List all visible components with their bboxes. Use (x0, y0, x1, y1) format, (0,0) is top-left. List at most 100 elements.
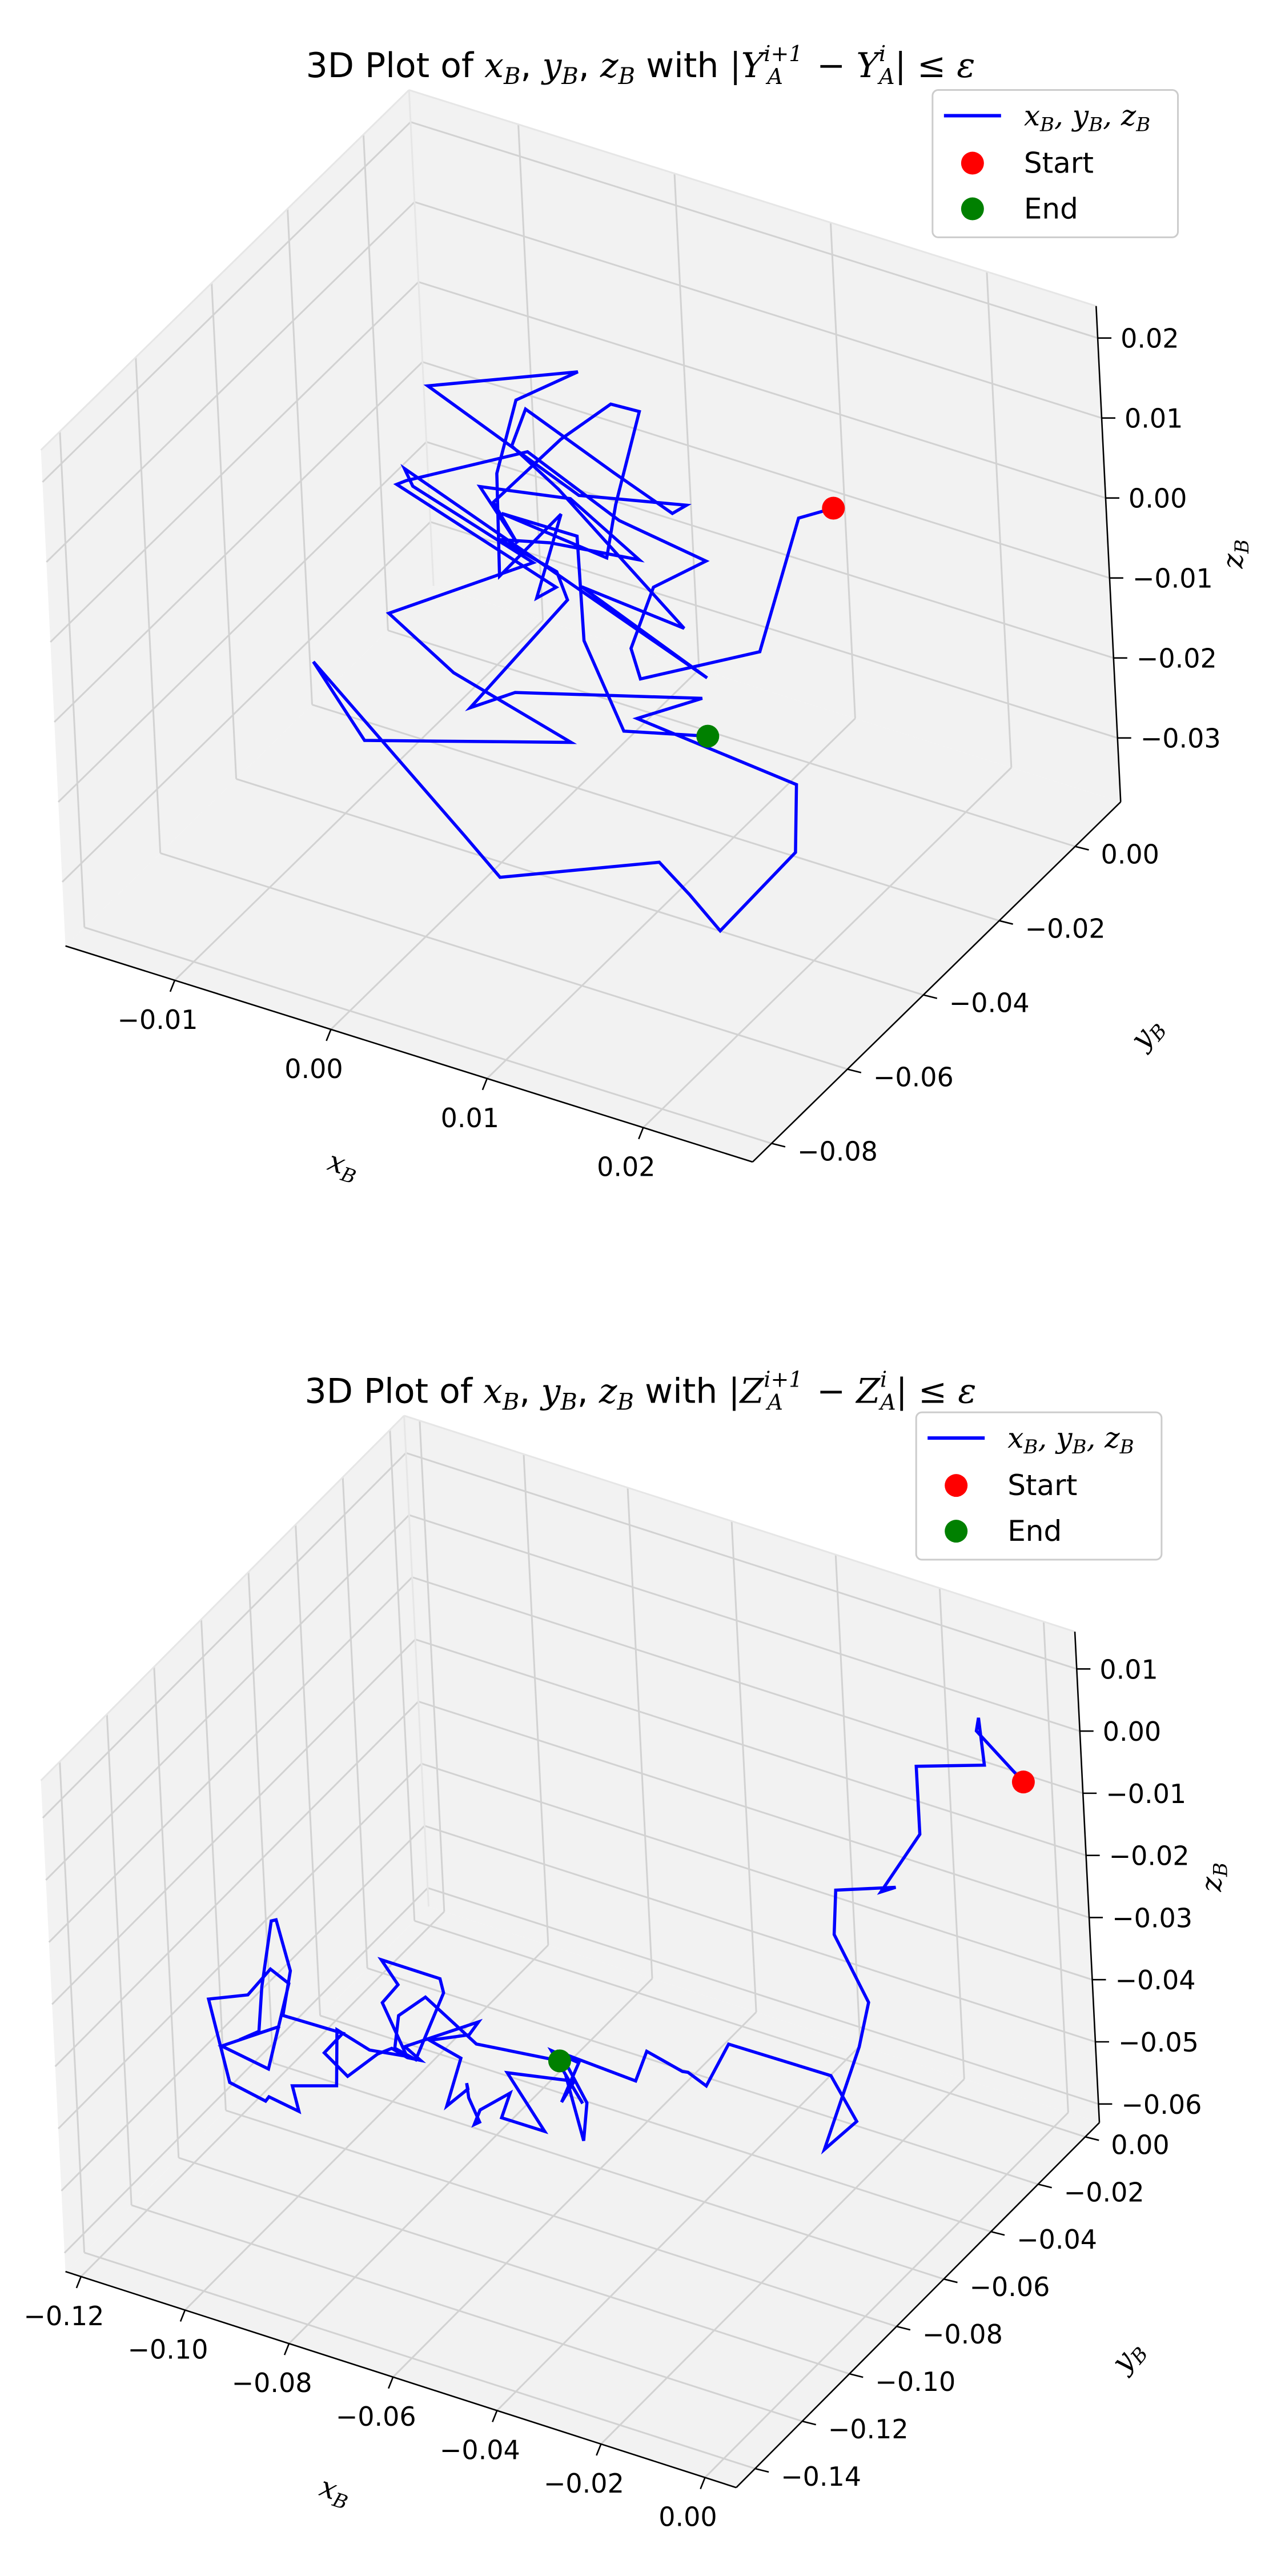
trajectory-line (312, 370, 834, 934)
back-wall-pane (409, 90, 1121, 802)
x-axis-label: xB (323, 1144, 363, 1189)
grid-line-y (367, 1967, 1039, 2185)
grid-line-y (211, 283, 238, 779)
grid-line-z (427, 1887, 1099, 2105)
grid-line-z (42, 121, 411, 483)
grid-line-y (236, 778, 924, 996)
y-tick-label: −0.08 (797, 1136, 878, 1167)
z-tick-label: 0.01 (1099, 1654, 1158, 1685)
y-axis-line (752, 801, 1122, 1163)
grid-line-x (600, 2078, 965, 2445)
y-tick-label: −0.04 (949, 988, 1030, 1019)
x-tick-label: −0.02 (544, 2468, 624, 2499)
x-tick (481, 1078, 488, 1091)
grid-line-z (430, 521, 1118, 739)
grid-line-y (272, 2062, 944, 2280)
grid-line-z (42, 1452, 407, 1819)
legend-label-end: End (1007, 1515, 1062, 1548)
z-tick-label: 0.02 (1121, 323, 1179, 354)
grid-line-z (61, 1825, 425, 2192)
grid-line-z (51, 1638, 416, 2005)
x-tick-label: −0.08 (232, 2367, 312, 2398)
start-marker (1011, 1770, 1035, 1794)
grid-line-z (45, 1514, 410, 1881)
grid-line-y (135, 357, 162, 854)
grid-line-y (225, 2109, 897, 2327)
legend-end-swatch (945, 1520, 968, 1543)
x-tick (169, 980, 176, 992)
grid-line-z (412, 1576, 1083, 1794)
y-tick (771, 1143, 786, 1148)
grid-line-z (63, 1887, 428, 2254)
y-tick (847, 1068, 862, 1073)
x-tick (326, 1029, 332, 1041)
pane-edge (404, 1415, 1075, 1633)
legend-label-end: End (1024, 193, 1078, 226)
grid-line-x (419, 1420, 445, 1912)
grid-line-y (287, 209, 313, 705)
floor-pane (65, 586, 1121, 1162)
z-tick-label: −0.03 (1112, 1902, 1192, 1933)
y-tick-label: −0.10 (875, 2366, 955, 2397)
grid-line-z (414, 201, 1102, 419)
grid-line-x (829, 222, 856, 719)
grid-line-y (414, 1920, 1086, 2138)
grid-line-x (184, 1944, 549, 2311)
y-tick-label: −0.02 (1025, 914, 1106, 944)
grid-line-x (174, 619, 544, 981)
y-tick (999, 920, 1013, 925)
chart-title: 3D Plot of xB, yB, zB with |Zi+1 A − Zi A|… (305, 1367, 977, 1416)
y-tick (802, 2420, 817, 2426)
grid-line-x (938, 1588, 965, 2080)
x-tick (387, 2377, 394, 2389)
grid-line-z (58, 441, 427, 803)
legend-start-swatch (961, 151, 984, 175)
z-axis-label: zB (1216, 539, 1254, 569)
start-marker (822, 496, 845, 520)
left-wall-pane (41, 90, 434, 946)
y-tick (1085, 2136, 1099, 2141)
end-marker (548, 2049, 571, 2073)
grid-line-y (131, 2204, 803, 2422)
legend-label-trajectory: xB, yB, zB (1024, 99, 1150, 137)
grid-line-z (426, 441, 1114, 659)
x-tick-label: −0.06 (336, 2401, 416, 2432)
y-tick-label: −0.02 (1064, 2177, 1145, 2208)
y-tick-label: −0.14 (781, 2461, 861, 2492)
z-axis-line (1074, 1631, 1101, 2123)
grid-line-x (730, 1521, 757, 2013)
grid-line-y (160, 852, 848, 1070)
grid-line-x (496, 2045, 861, 2411)
pane-edge (403, 1415, 430, 1907)
grid-line-x (486, 718, 856, 1079)
grid-line-y (178, 2157, 850, 2375)
z-tick-label: −0.04 (1115, 1965, 1196, 1996)
y-tick (943, 2278, 958, 2283)
y-tick-label: −0.04 (1017, 2224, 1097, 2255)
grid-line-x (704, 2112, 1069, 2478)
grid-line-y (59, 431, 86, 928)
grid-line-x (288, 1978, 653, 2345)
legend-label-start: Start (1007, 1469, 1077, 1502)
pane-edge (408, 90, 435, 586)
grid-line-x (80, 1911, 445, 2277)
back-wall-pane (404, 1415, 1099, 2123)
grid-line-z (46, 201, 415, 563)
grid-line-z (422, 361, 1110, 579)
z-tick-label: −0.03 (1141, 723, 1221, 754)
x-tick-label: 0.01 (441, 1103, 499, 1133)
grid-line-z (50, 281, 419, 643)
z-axis-line (1095, 306, 1122, 802)
grid-line-y (387, 630, 1075, 848)
z-tick-label: −0.06 (1121, 2089, 1202, 2120)
z-tick-label: −0.01 (1106, 1778, 1186, 1809)
grid-line-x (523, 1454, 549, 1945)
chart-top: −0.01 0.00 0.01 0.02 0.00 −0.02 −0.04 −0.06 −0.0… (40, 41, 1254, 1189)
z-tick-label: −0.05 (1118, 2027, 1199, 2058)
grid-line-z (48, 1576, 413, 1943)
x-axis-label: xB (315, 2470, 355, 2514)
z-tick-label: −0.02 (1137, 643, 1217, 674)
grid-line-x (986, 271, 1013, 768)
legend-end-swatch (961, 197, 984, 221)
grid-line-z (54, 1701, 419, 2068)
